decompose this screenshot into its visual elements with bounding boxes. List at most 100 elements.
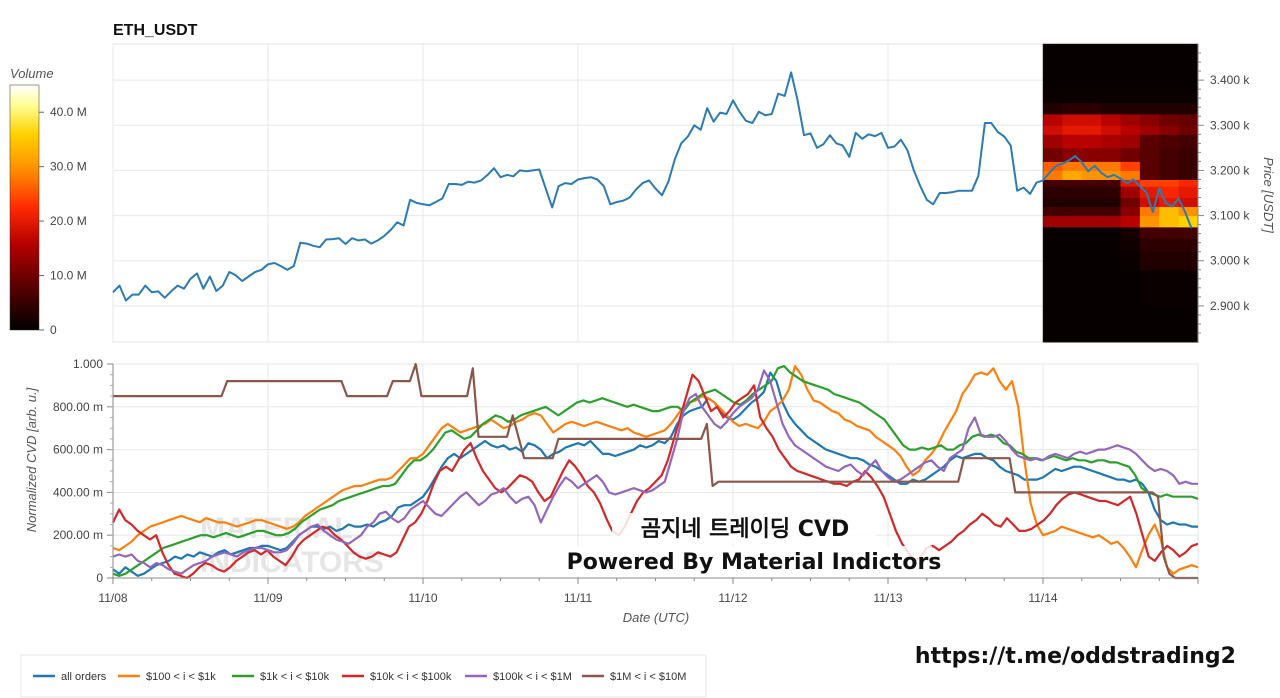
heatmap-cell	[1120, 269, 1141, 307]
heatmap-cell	[1081, 102, 1102, 115]
heatmap-cell	[1062, 305, 1083, 343]
heatmap-cell	[1178, 197, 1199, 208]
heatmap-cell	[1178, 269, 1199, 307]
heatmap-cell	[1159, 238, 1180, 253]
heatmap-cell	[1081, 134, 1102, 149]
heatmap-cell	[1120, 125, 1141, 135]
heatmap-cell	[1043, 125, 1063, 135]
heatmap-cell	[1178, 113, 1199, 126]
heatmap-cell	[1178, 102, 1199, 115]
heatmap-cell	[1120, 226, 1141, 239]
volume-heatmap	[1042, 43, 1199, 343]
heatmap-cell	[1159, 186, 1180, 199]
legend-label-3: $10k < i < $100k	[370, 671, 452, 683]
heatmap-cell	[1178, 251, 1199, 271]
x-tick-label: 11/10	[408, 591, 437, 605]
heatmap-cell	[1101, 179, 1121, 187]
heatmap-cell	[1043, 215, 1063, 228]
price-tick-label: 3.000 k	[1210, 254, 1250, 268]
heatmap-cell	[1081, 113, 1102, 126]
telegram-link[interactable]: https://t.me/oddstrading2	[915, 644, 1236, 669]
heatmap-cell	[1159, 226, 1180, 239]
heatmap-cell	[1081, 197, 1102, 208]
colorbar-tick-label: 0	[50, 323, 57, 337]
price-line	[112, 71, 1193, 302]
heatmap-cell	[1043, 102, 1063, 115]
legend-label-2: $1k < i < $10k	[260, 671, 330, 683]
price-tick-label: 3.300 k	[1210, 118, 1250, 132]
heatmap-cell	[1120, 170, 1141, 180]
price-grid	[112, 44, 1198, 342]
heatmap-cell	[1139, 215, 1160, 228]
heatmap-cell	[1062, 197, 1083, 208]
heatmap-cell	[1120, 197, 1141, 208]
heatmap-cell	[1159, 44, 1180, 90]
heatmap-cell	[1062, 89, 1083, 104]
heatmap-cell	[1159, 113, 1180, 126]
heatmap-cell	[1062, 125, 1083, 135]
heatmap-cell	[1101, 161, 1121, 171]
cvd-line-4	[112, 369, 1198, 575]
heatmap-cell	[1120, 215, 1141, 228]
legend-label-5: $1M < i < $10M	[610, 671, 686, 683]
price-line-layer	[112, 71, 1193, 302]
heatmap-cell	[1101, 125, 1121, 135]
legend: all orders $100 < i < $1k $1k < i < $10k $1…	[20, 654, 707, 698]
heatmap-cell	[1101, 102, 1121, 115]
heatmap-cell	[1081, 125, 1102, 135]
heatmap-cell	[1120, 161, 1141, 171]
heatmap-cell	[1081, 305, 1102, 343]
heatmap-cell	[1062, 186, 1083, 199]
heatmap-cell	[1101, 238, 1121, 253]
heatmap-cell	[1081, 186, 1102, 199]
heatmap-cell	[1178, 89, 1199, 104]
heatmap-cell	[1139, 89, 1160, 104]
heatmap-cell	[1139, 226, 1160, 239]
heatmap-cell	[1043, 134, 1063, 149]
heatmap-cell	[1101, 215, 1121, 228]
heatmap-cell	[1062, 134, 1083, 149]
price-y-axis: 2.900 k 3.000 k 3.100 k 3.200 k 3.300 k 3.400…	[1197, 44, 1250, 342]
heatmap-cell	[1139, 269, 1160, 307]
cvd-line-2	[112, 365, 1199, 578]
heatmap-cell	[1139, 44, 1160, 90]
heatmap-cell	[1178, 170, 1199, 180]
heatmap-cell	[1062, 238, 1083, 253]
heatmap-cell	[1139, 206, 1160, 217]
heatmap-cell	[1178, 186, 1199, 199]
heatmap-cell	[1081, 44, 1102, 90]
colorbar-tick-label: 30.0 M	[50, 160, 87, 174]
heatmap-cell	[1043, 89, 1063, 104]
colorbar-ticks: 0 10.0 M 20.0 M 30.0 M 40.0 M	[39, 105, 87, 337]
price-plot-area	[112, 43, 1199, 343]
heatmap-cell	[1159, 147, 1180, 162]
heatmap-cell	[1043, 226, 1063, 239]
colorbar-tick-label: 20.0 M	[50, 214, 87, 228]
heatmap-cell	[1159, 215, 1180, 228]
cvd-y-axis: 0 200.00 m 400.00 m 600.00 m 800.00 m 1.000	[53, 357, 114, 585]
heatmap-cell	[1178, 161, 1199, 171]
price-chart-title: ETH_USDT	[113, 22, 198, 39]
legend-label-0: all orders	[61, 671, 107, 683]
heatmap-cell	[1120, 113, 1141, 126]
price-tick-label: 2.900 k	[1210, 299, 1250, 313]
heatmap-cell	[1043, 161, 1063, 171]
price-tick-label: 3.100 k	[1210, 209, 1250, 223]
colorbar-gradient	[9, 84, 40, 331]
heatmap-cell	[1081, 147, 1102, 162]
overlay-bg-2	[576, 546, 932, 576]
heatmap-cell	[1081, 161, 1102, 171]
heatmap-cell	[1139, 125, 1160, 135]
heatmap-cell	[1120, 251, 1141, 271]
heatmap-cell	[1043, 251, 1063, 271]
cvd-tick-label: 200.00 m	[53, 528, 103, 542]
heatmap-cell	[1159, 125, 1180, 135]
heatmap-cell	[1062, 215, 1083, 228]
x-tick-label: 11/14	[1028, 591, 1057, 605]
heatmap-cell	[1101, 305, 1121, 343]
heatmap-cell	[1062, 170, 1083, 180]
heatmap-cell	[1062, 102, 1083, 115]
heatmap-cell	[1178, 226, 1199, 239]
heatmap-cell	[1159, 170, 1180, 180]
overlay-powered-by: Powered By Material Indictors	[567, 550, 942, 575]
